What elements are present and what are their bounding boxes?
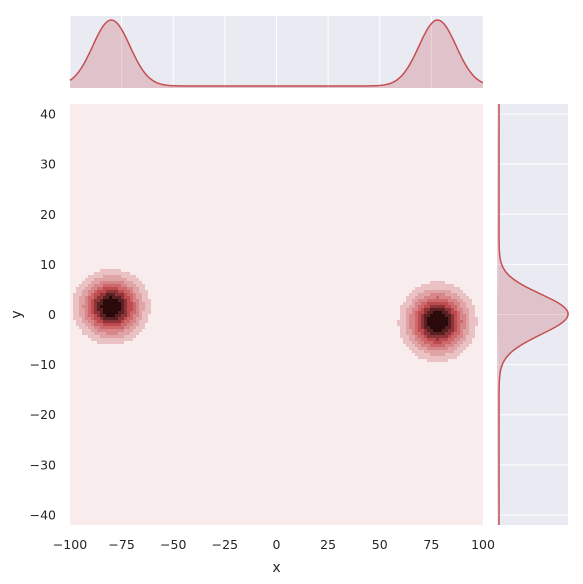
kde-contours xyxy=(73,269,478,362)
top-marginal-grid xyxy=(69,16,484,88)
contour-level-4 xyxy=(88,284,463,347)
y-tick-label: −10 xyxy=(30,357,56,372)
x-axis-label: x xyxy=(272,560,280,576)
x-tick-label: 100 xyxy=(471,537,495,552)
y-tick-label: 40 xyxy=(40,107,56,122)
x-tick-label: −75 xyxy=(108,537,134,552)
main-panel xyxy=(70,104,483,525)
y-tick-label: 0 xyxy=(48,307,56,322)
y-marginal-density-fill xyxy=(497,104,569,525)
x-tick-label: 25 xyxy=(320,537,336,552)
y-tick-label: 30 xyxy=(40,157,56,172)
y-tick-label: 20 xyxy=(40,207,56,222)
right-marginal-panel xyxy=(497,104,569,525)
y-tick-label: −20 xyxy=(30,407,56,422)
x-tick-label: −50 xyxy=(160,537,186,552)
x-axis-ticks: −100 −75 −50 −25 0 25 50 75 100 xyxy=(53,537,495,552)
y-tick-label: −40 xyxy=(30,507,56,522)
x-marginal-density-line xyxy=(69,19,484,87)
y-axis-ticks: −40 −30 −20 −10 0 10 20 30 40 xyxy=(30,107,56,523)
x-tick-label: −100 xyxy=(53,537,87,552)
y-tick-label: −30 xyxy=(30,457,56,472)
x-tick-label: 75 xyxy=(423,537,439,552)
top-marginal-panel xyxy=(69,16,484,88)
x-tick-label: 50 xyxy=(372,537,388,552)
x-tick-label: −25 xyxy=(212,537,238,552)
x-marginal-density-fill xyxy=(70,20,483,88)
right-marginal-grid xyxy=(497,113,568,516)
x-tick-label: 0 xyxy=(273,537,281,552)
y-tick-label: 10 xyxy=(40,257,56,272)
y-axis-label: y xyxy=(9,310,25,318)
y-marginal-density-line xyxy=(498,104,569,525)
